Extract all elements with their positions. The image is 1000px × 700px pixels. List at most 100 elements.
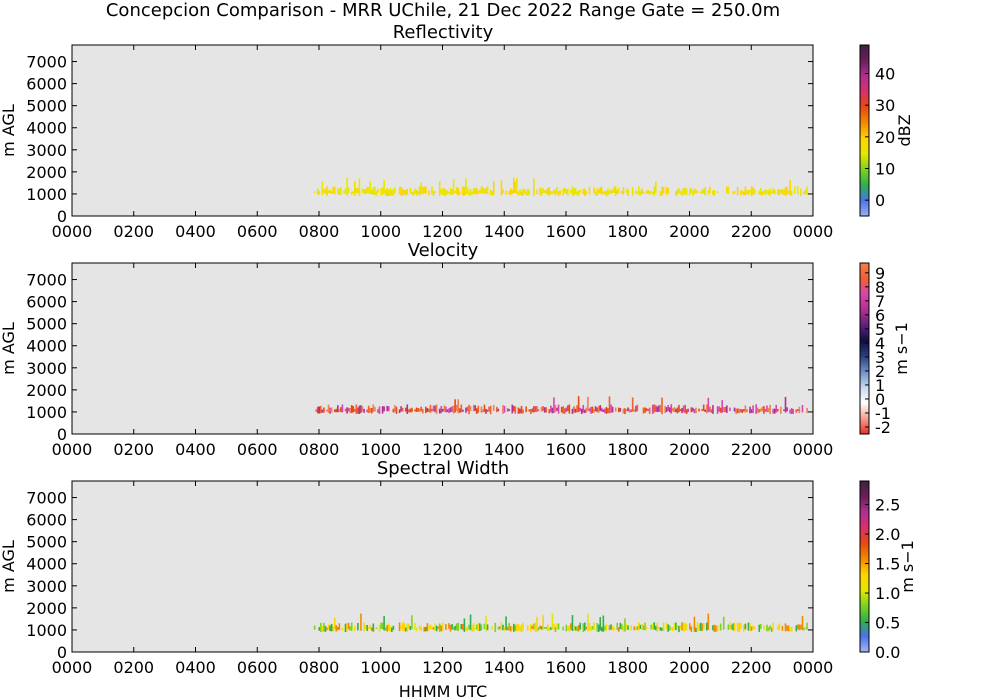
- echo-cell: [512, 623, 515, 632]
- y-tick-label: 6000: [26, 511, 67, 530]
- echo-cell: [415, 407, 418, 412]
- echo-cell: [801, 615, 804, 631]
- echo-cell: [528, 189, 531, 196]
- y-axis-label: m AGL: [0, 104, 18, 157]
- echo-cell: [695, 627, 697, 633]
- echo-cell: [548, 187, 551, 196]
- y-tick-label: 6000: [26, 75, 67, 94]
- echo-cell: [398, 409, 401, 413]
- echo-cell: [540, 187, 543, 196]
- echo-cell: [617, 627, 620, 632]
- echo-cell: [625, 409, 628, 412]
- echo-cell: [534, 622, 537, 632]
- echo-cell: [394, 405, 396, 413]
- echo-cell: [326, 627, 328, 631]
- echo-cell: [321, 625, 324, 632]
- echo-cell: [462, 186, 464, 196]
- echo-cell: [531, 408, 534, 413]
- echo-cell: [519, 626, 521, 632]
- echo-cell: [509, 626, 512, 632]
- echo-cell: [656, 622, 659, 632]
- echo-cell: [573, 406, 575, 413]
- echo-cell: [599, 405, 602, 411]
- y-tick-label: 5000: [26, 315, 67, 334]
- echo-cell: [488, 406, 490, 412]
- echo-cell: [749, 622, 751, 632]
- echo-cell: [330, 623, 333, 632]
- echo-cell: [528, 409, 531, 412]
- echo-cell: [605, 624, 608, 631]
- echo-cell: [474, 188, 477, 195]
- y-tick-label: 7000: [26, 53, 67, 72]
- echo-cell: [698, 408, 700, 412]
- echo-cell: [545, 407, 548, 413]
- echo-cell: [533, 178, 535, 197]
- echo-cell: [699, 191, 702, 194]
- echo-cell: [673, 407, 676, 413]
- echo-cell: [758, 409, 761, 413]
- echo-cell: [763, 625, 765, 630]
- echo-cell: [374, 406, 376, 412]
- echo-cell: [611, 625, 614, 631]
- echo-cell: [797, 624, 799, 630]
- echo-cell: [695, 407, 697, 414]
- echo-cell: [770, 191, 773, 194]
- echo-cell: [324, 625, 327, 632]
- y-tick-label: 4000: [26, 337, 67, 356]
- echo-cell: [676, 625, 679, 630]
- echo-cell: [696, 190, 699, 194]
- echo-cell: [361, 406, 364, 412]
- echo-cell: [415, 627, 418, 632]
- echo-cell: [502, 405, 504, 414]
- echo-cell: [786, 625, 788, 631]
- echo-cell: [600, 407, 603, 412]
- echo-cell: [477, 405, 480, 413]
- echo-cell: [750, 626, 753, 631]
- colorbar-tick-label: 6: [875, 306, 885, 325]
- echo-cell: [489, 405, 492, 415]
- echo-cell: [440, 406, 443, 414]
- echo-cell: [511, 189, 514, 194]
- echo-cell: [531, 625, 534, 630]
- echo-cell: [688, 623, 691, 630]
- echo-cell: [636, 626, 639, 630]
- echo-cell: [772, 622, 774, 631]
- x-tick-label: 1400: [484, 658, 525, 677]
- echo-cell: [557, 191, 560, 196]
- echo-cell: [576, 626, 578, 632]
- echo-cell: [741, 190, 744, 194]
- echo-cell: [567, 188, 569, 196]
- echo-cell: [441, 187, 444, 196]
- echo-cell: [743, 624, 745, 632]
- echo-cell: [804, 627, 807, 629]
- echo-cell: [556, 407, 558, 411]
- echo-cell: [446, 190, 449, 195]
- echo-cell: [563, 187, 566, 193]
- echo-cell: [756, 407, 759, 413]
- x-tick-label: 0000: [52, 222, 93, 241]
- echo-cell: [784, 396, 787, 413]
- echo-cell: [389, 625, 392, 632]
- echo-cell: [323, 407, 325, 413]
- echo-cell: [685, 409, 688, 414]
- echo-cell: [522, 622, 524, 631]
- echo-cell: [675, 191, 677, 196]
- echo-cell: [480, 186, 483, 194]
- echo-cell: [516, 624, 518, 632]
- echo-cell: [441, 408, 444, 412]
- echo-cell: [571, 408, 574, 414]
- echo-cell: [733, 191, 736, 194]
- echo-cell: [548, 626, 551, 632]
- echo-cell: [613, 186, 615, 193]
- echo-cell: [709, 186, 711, 193]
- echo-cell: [449, 188, 452, 195]
- echo-cell: [384, 189, 387, 196]
- echo-cell: [409, 187, 412, 194]
- echo-cell: [604, 625, 606, 631]
- echo-cell: [452, 405, 455, 414]
- echo-cell: [551, 407, 554, 414]
- echo-cell: [350, 191, 353, 195]
- echo-cell: [776, 625, 779, 630]
- echo-cell: [514, 624, 517, 631]
- x-tick-label: 0000: [793, 440, 834, 459]
